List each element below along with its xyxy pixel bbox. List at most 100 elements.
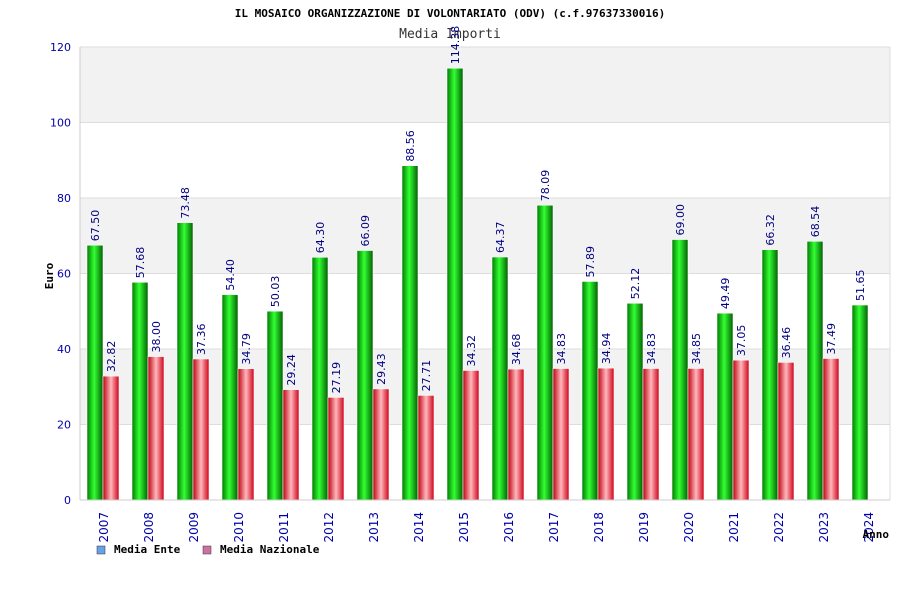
bar-media-ente [86,244,104,501]
y-axis-label: Euro [43,262,56,289]
bar-media-nazionale [552,368,570,501]
x-tick-label: 2018 [592,512,606,543]
bar-media-ente [491,256,509,501]
bar-media-nazionale [462,370,480,501]
x-tick-labels: 2007 2008 2009 2010 2011 2012 2013 2014 2015 2016… [97,512,876,543]
x-tick-label: 2009 [187,512,201,543]
value-label-media-nazionale: 38.00 [150,321,163,353]
bar-media-nazionale [597,367,615,501]
bar-media-ente [626,302,644,501]
value-label-media-nazionale: 37.49 [825,323,838,355]
bar-media-ente [761,249,779,501]
plot-band [80,198,890,274]
bar-media-nazionale [687,368,705,501]
plot-band [80,273,890,349]
bar-media-ente [851,304,869,501]
value-label-media-ente: 114.38 [449,26,462,65]
x-tick-label: 2017 [547,512,561,543]
value-label-media-ente: 88.56 [404,130,417,162]
value-label-media-nazionale: 37.36 [195,323,208,355]
legend-label-media-nazionale: Media Nazionale [220,543,320,556]
x-tick-label: 2022 [772,512,786,543]
value-label-media-nazionale: 36.46 [780,327,793,359]
bar-media-ente [806,240,824,501]
x-tick-label: 2010 [232,512,246,543]
value-label-media-ente: 54.40 [224,259,237,291]
value-label-media-ente: 73.48 [179,187,192,219]
value-label-media-ente: 51.65 [854,270,867,302]
plot-band [80,122,890,198]
x-tick-label: 2021 [727,512,741,543]
x-tick-label: 2008 [142,512,156,543]
value-labels: 67.50 32.82 57.68 38.00 73.48 37.36 54.40 34.79… [89,26,867,394]
value-label-media-nazionale: 34.32 [465,335,478,367]
x-tick-label: 2015 [457,512,471,543]
x-tick-label: 2011 [277,512,291,543]
legend-swatch-media-nazionale [202,545,212,555]
bar-media-ente [716,312,734,501]
value-label-media-nazionale: 29.43 [375,353,388,385]
value-label-media-nazionale: 34.83 [645,333,658,365]
bar-media-nazionale [822,358,840,501]
bar-media-nazionale [102,375,120,501]
value-label-media-ente: 66.32 [764,214,777,246]
bar-media-ente [221,294,239,501]
value-label-media-nazionale: 29.24 [285,354,298,386]
value-label-media-nazionale: 27.19 [330,362,343,394]
bar-media-nazionale [372,388,390,501]
bar-media-nazionale [237,368,255,501]
bar-media-nazionale [417,395,435,501]
value-label-media-nazionale: 34.94 [600,333,613,365]
y-tick-labels: 0 20 40 60 80 100 120 [50,41,71,507]
value-label-media-ente: 68.54 [809,206,822,238]
value-label-media-nazionale: 34.85 [690,333,703,365]
value-label-media-nazionale: 27.71 [420,360,433,392]
legend: Media Ente Media Nazionale [96,543,320,556]
x-tick-label: 2016 [502,512,516,543]
bar-media-nazionale [282,389,300,501]
bar-media-ente [131,281,149,501]
value-label-media-nazionale: 34.68 [510,334,523,366]
value-label-media-ente: 49.49 [719,278,732,310]
x-tick-label: 2013 [367,512,381,543]
value-label-media-ente: 69.00 [674,204,687,236]
y-tick-label: 20 [57,419,71,432]
legend-swatch-media-ente [96,545,106,555]
bar-media-nazionale [327,397,345,501]
y-tick-label: 40 [57,343,71,356]
bar-media-ente [581,281,599,501]
bar-media-ente [446,67,464,501]
plot-bands [80,47,890,500]
value-label-media-nazionale: 34.83 [555,333,568,365]
x-tick-label: 2024 [862,512,876,543]
value-label-media-nazionale: 37.05 [735,325,748,357]
x-tick-label: 2012 [322,512,336,543]
bar-media-nazionale [642,368,660,501]
x-tick-label: 2007 [97,512,111,543]
value-label-media-ente: 64.30 [314,222,327,254]
y-tick-label: 120 [50,41,71,54]
bar-media-ente [536,204,554,501]
x-tick-label: 2020 [682,512,696,543]
plot-band [80,47,890,123]
x-tick-label: 2019 [637,512,651,543]
bar-media-nazionale [192,358,210,501]
value-label-media-ente: 57.89 [584,246,597,278]
chart-title: IL MOSAICO ORGANIZZAZIONE DI VOLONTARIAT… [235,7,665,20]
value-label-media-ente: 78.09 [539,170,552,202]
x-tick-label: 2023 [817,512,831,543]
bar-media-nazionale [777,362,795,501]
y-tick-label: 100 [50,117,71,130]
bar-media-ente [671,239,689,501]
x-axis-label: Anno [863,528,890,541]
value-label-media-ente: 66.09 [359,215,372,247]
y-tick-label: 0 [64,494,71,507]
plot-band [80,424,890,500]
value-label-media-ente: 52.12 [629,268,642,300]
legend-label-media-ente: Media Ente [114,543,181,556]
axes [79,47,891,501]
bar-media-ente [311,256,329,501]
value-label-media-ente: 57.68 [134,247,147,279]
